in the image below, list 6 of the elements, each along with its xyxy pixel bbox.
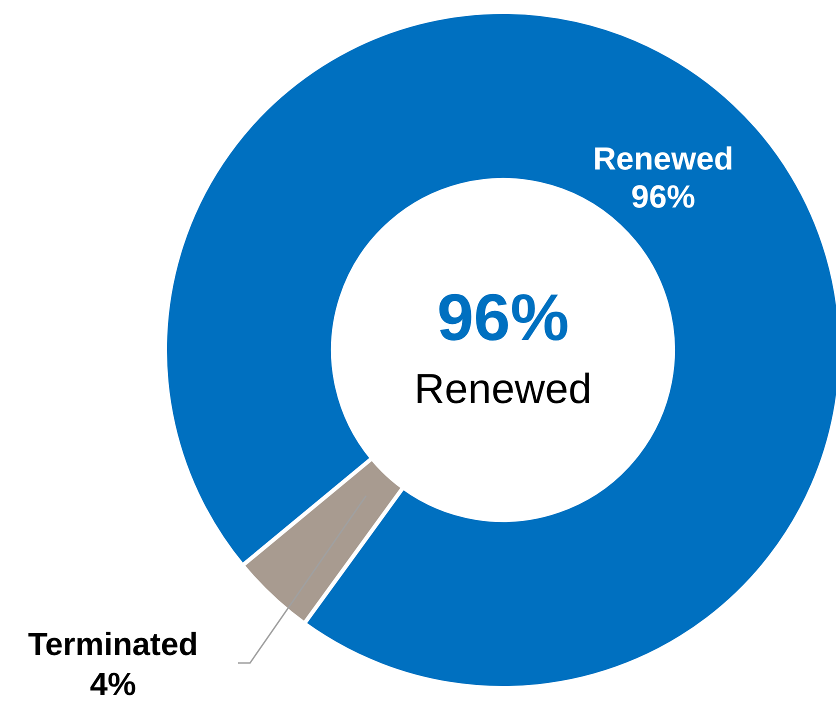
slice-label: Terminated [28,626,198,662]
data-label: 96% [631,178,696,214]
text: 96% [436,280,570,354]
slice-label: Renewed [592,140,734,176]
text: Renewed [414,365,592,412]
data-label: 4% [90,666,136,702]
